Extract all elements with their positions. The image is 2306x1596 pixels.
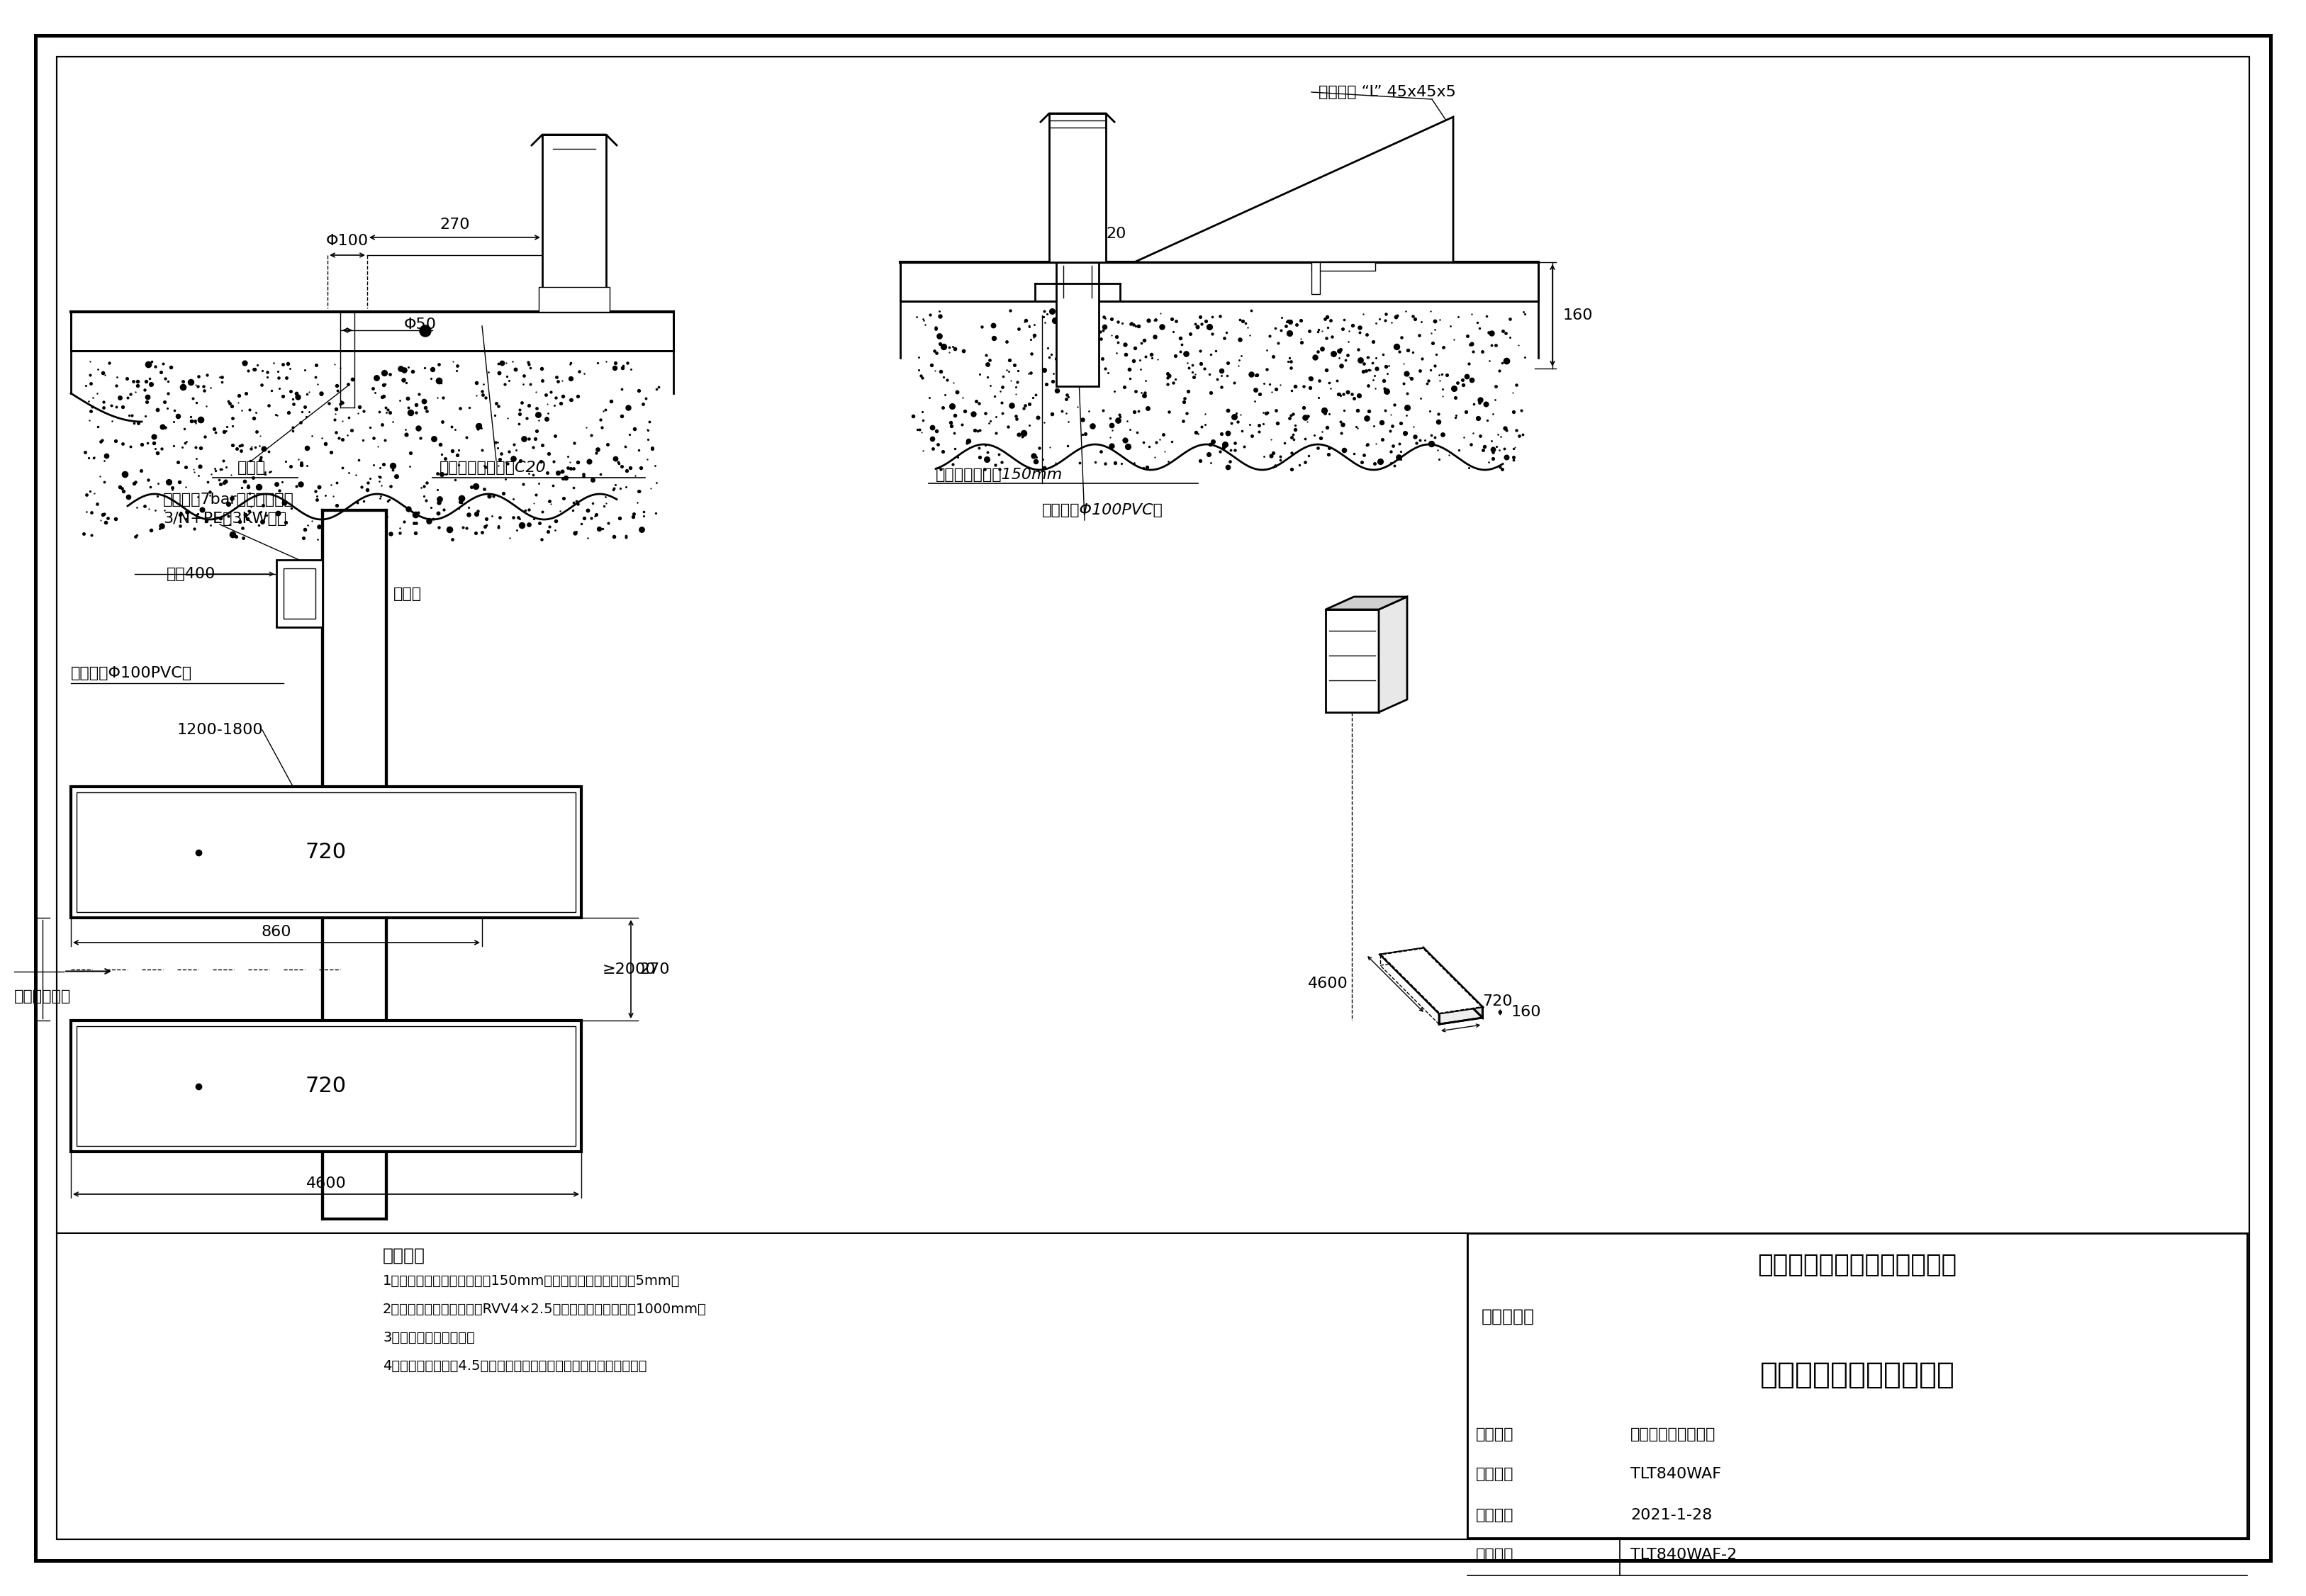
Text: 3、控制筱可左右互换；: 3、控制筱可左右互换；	[383, 1331, 475, 1344]
Bar	[899, 262, 1538, 302]
Text: 720: 720	[304, 1076, 346, 1096]
Bar	[71, 311, 673, 351]
Bar	[1049, 113, 1107, 262]
Text: 2、预留电源线规格不低于RVV4×2.5，从出口处长度不小于1000mm；: 2、预留电源线规格不低于RVV4×2.5，从出口处长度不小于1000mm；	[383, 1302, 706, 1317]
Text: 绘制日期: 绘制日期	[1476, 1508, 1513, 1523]
Polygon shape	[1326, 597, 1407, 610]
Text: Φ50: Φ50	[404, 318, 436, 332]
Text: 图纸名称：: 图纸名称：	[1480, 1307, 1536, 1325]
Text: TLT840WAF: TLT840WAF	[1630, 1467, 1720, 1481]
Circle shape	[420, 326, 431, 337]
Polygon shape	[71, 351, 673, 557]
Bar	[277, 560, 323, 627]
Text: 4600: 4600	[307, 1176, 346, 1191]
Text: 最小400: 最小400	[166, 567, 217, 581]
Text: 排水口: 排水口	[238, 461, 265, 476]
Text: 3/N+PE，3KW电源: 3/N+PE，3KW电源	[164, 512, 286, 525]
Text: ≥2000: ≥2000	[602, 962, 657, 977]
Text: 预埋内径Φ100PVC管: 预埋内径Φ100PVC管	[71, 666, 191, 680]
Text: 混凝土厚度大于150mm: 混凝土厚度大于150mm	[936, 468, 1063, 482]
Text: 产品型号: 产品型号	[1476, 1467, 1513, 1481]
Bar	[71, 351, 673, 549]
Text: 用户提供7bar的压缩空气管: 用户提供7bar的压缩空气管	[164, 493, 295, 506]
Text: TLT840WAF-2: TLT840WAF-2	[1630, 1548, 1736, 1562]
Text: 270: 270	[639, 962, 669, 977]
Bar	[284, 568, 316, 619]
Text: 预埋内径Φ100PVC管: 预埋内径Φ100PVC管	[1042, 503, 1162, 517]
Polygon shape	[1379, 597, 1407, 712]
Text: 技术要求: 技术要求	[383, 1248, 424, 1264]
Text: 超藄子母大剪举升机: 超藄子母大剪举升机	[1630, 1427, 1716, 1441]
Polygon shape	[1439, 1007, 1483, 1025]
Polygon shape	[1135, 117, 1453, 262]
Polygon shape	[1381, 948, 1483, 1013]
Bar	[76, 792, 576, 911]
Text: 4600: 4600	[1308, 977, 1349, 991]
Bar	[1056, 262, 1098, 386]
Text: 160: 160	[1510, 1005, 1540, 1020]
Bar	[1467, 1234, 2246, 1539]
Text: 混凝土强度应达到C20: 混凝土强度应达到C20	[440, 461, 547, 476]
Text: 270: 270	[1402, 959, 1432, 974]
Bar	[542, 134, 606, 311]
Text: 270: 270	[440, 217, 470, 231]
Text: 深圳市元征科技股份有限公司: 深圳市元征科技股份有限公司	[1757, 1253, 1958, 1277]
Bar	[1312, 262, 1374, 271]
Text: 产品名称: 产品名称	[1476, 1427, 1513, 1441]
Text: 预埋角铁 “L” 45x45x5: 预埋角铁 “L” 45x45x5	[1319, 85, 1455, 99]
Polygon shape	[1423, 948, 1483, 1018]
Text: 720: 720	[304, 843, 346, 862]
Text: Φ100: Φ100	[325, 235, 369, 247]
Text: 2021-1-28: 2021-1-28	[1630, 1508, 1711, 1523]
Bar	[71, 1020, 581, 1152]
Text: 160: 160	[1563, 308, 1593, 322]
Text: 1200-1800: 1200-1800	[178, 723, 263, 737]
Bar	[899, 302, 1538, 479]
Text: 1、混凝土地基处厉度不小于150mm，地基平面倾斜度不大于5mm；: 1、混凝土地基处厉度不小于150mm，地基平面倾斜度不大于5mm；	[383, 1274, 680, 1288]
Bar	[540, 287, 609, 311]
Text: 超藄子母大剪产品地基图: 超藄子母大剪产品地基图	[1759, 1360, 1955, 1390]
Bar	[76, 1026, 576, 1146]
Text: 720: 720	[1483, 994, 1513, 1009]
Polygon shape	[1381, 948, 1480, 1013]
Text: 车辆驶入方向: 车辆驶入方向	[14, 990, 71, 1004]
Text: 控制筱: 控制筱	[394, 586, 422, 600]
Bar	[1326, 610, 1379, 712]
Bar	[323, 511, 387, 1219]
Polygon shape	[1381, 948, 1483, 1013]
Bar	[71, 787, 581, 918]
Text: 860: 860	[261, 924, 291, 938]
Text: 图纸编号: 图纸编号	[1476, 1548, 1513, 1562]
Text: 720: 720	[1446, 1007, 1476, 1020]
Text: 20: 20	[1107, 227, 1125, 241]
Text: 四轮定位件: 四轮定位件	[399, 841, 413, 889]
Bar	[1312, 262, 1319, 294]
Text: 4、此地基图适用于4.5米超藄子母大剪举升机地坑安装，带挡车板。: 4、此地基图适用于4.5米超藄子母大剪举升机地坑安装，带挡车板。	[383, 1360, 648, 1373]
